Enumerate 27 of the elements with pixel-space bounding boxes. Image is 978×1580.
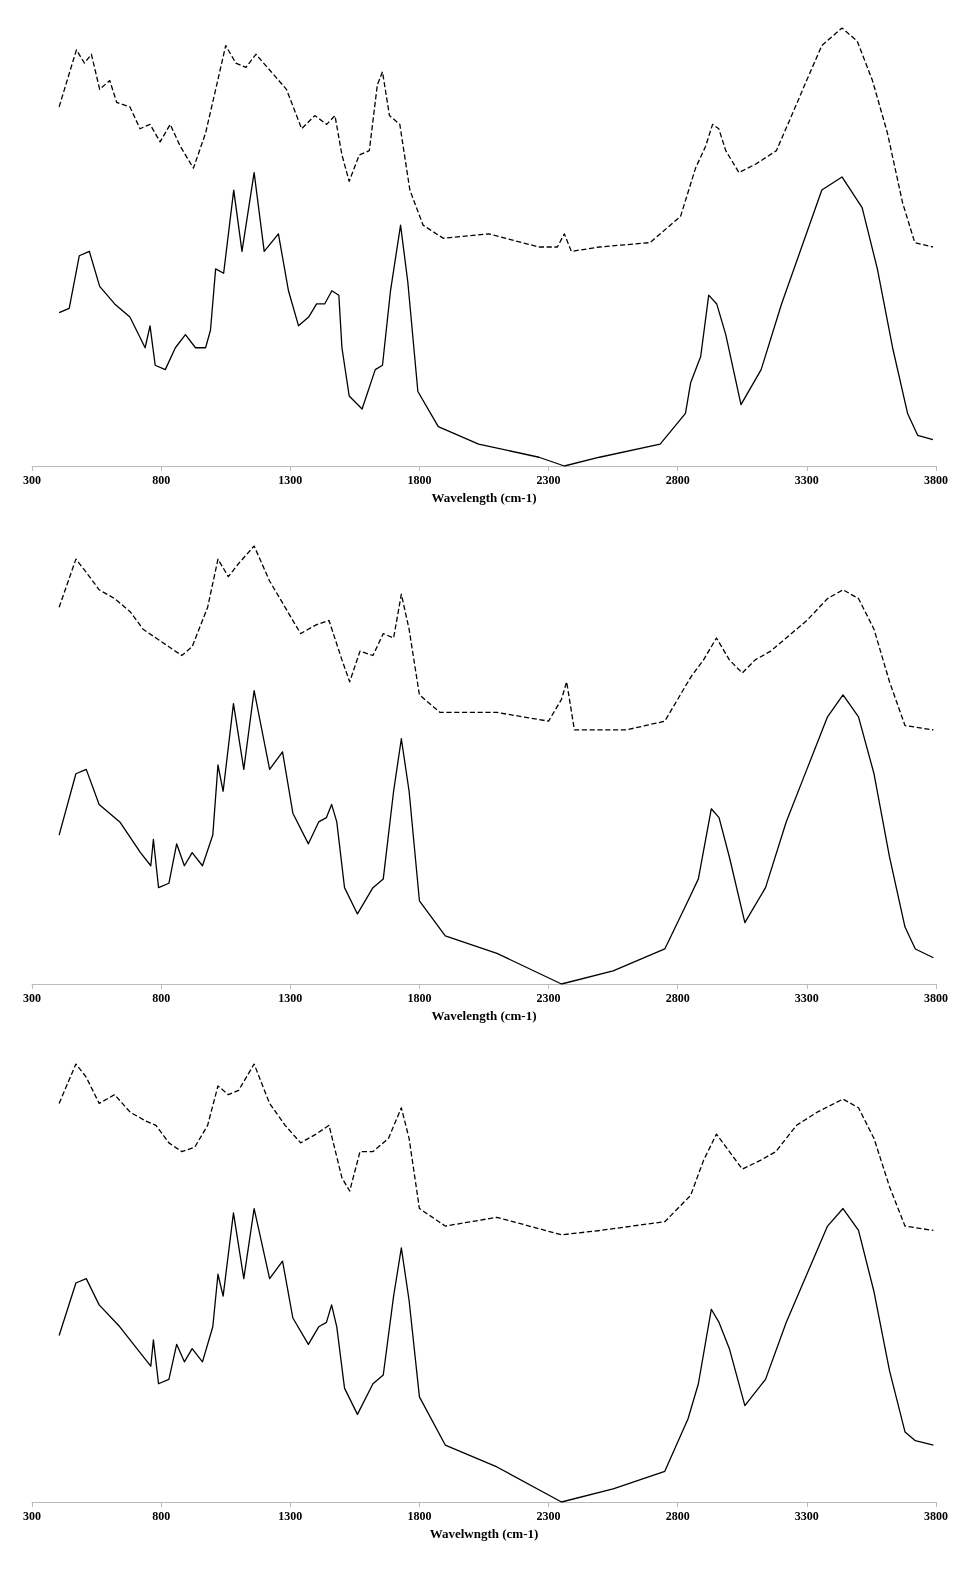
x-tick-label: 3800	[924, 991, 948, 1005]
x-tick-label: 1800	[407, 991, 432, 1005]
x-tick-label: 2300	[536, 1509, 561, 1523]
x-axis-title: Wavelength (cm-1)	[431, 489, 537, 505]
x-tick-label: 3300	[794, 991, 819, 1005]
x-tick-label: 2800	[665, 1509, 690, 1523]
x-tick-label: 300	[23, 1509, 41, 1523]
x-tick-label: 1300	[278, 1509, 303, 1523]
x-tick-label: 3800	[924, 1509, 948, 1523]
x-axis-title: Wavelength (cm-1)	[431, 1007, 537, 1023]
x-tick-label: 3800	[924, 473, 948, 487]
x-tick-label: 800	[152, 1509, 171, 1523]
x-tick-label: 1800	[407, 473, 432, 487]
x-tick-label: 800	[152, 991, 171, 1005]
x-tick-label: 1300	[278, 991, 303, 1005]
x-tick-label: 3300	[794, 473, 819, 487]
x-tick-label: 2300	[536, 991, 561, 1005]
x-tick-label: 1300	[278, 473, 303, 487]
x-tick-label: 1800	[407, 1509, 432, 1523]
x-tick-label: 300	[23, 473, 41, 487]
x-axis-title: Wavelwngth (cm-1)	[429, 1525, 539, 1541]
x-tick-label: 2800	[665, 991, 690, 1005]
x-tick-label: 3300	[794, 1509, 819, 1523]
x-tick-label: 2800	[665, 473, 690, 487]
x-tick-label: 2300	[536, 473, 561, 487]
x-tick-label: 300	[23, 991, 41, 1005]
x-tick-label: 800	[152, 473, 171, 487]
